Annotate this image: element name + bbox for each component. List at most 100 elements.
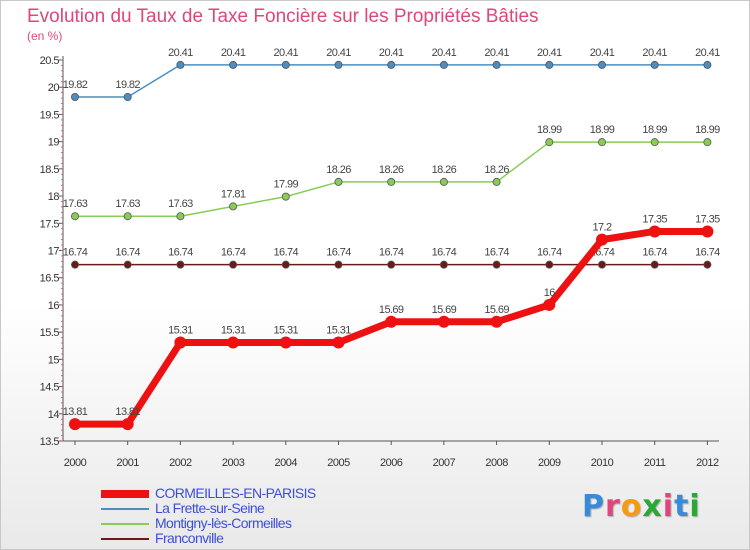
- data-label: 17.63: [115, 198, 140, 210]
- data-label: 18.26: [432, 164, 457, 176]
- chart-title: Evolution du Taux de Taxe Foncière sur l…: [27, 6, 539, 27]
- legend-label: La Frette-sur-Seine: [155, 500, 265, 516]
- logo-letter: i: [662, 489, 675, 524]
- x-tick-label: 2000: [64, 457, 87, 469]
- data-point: [123, 260, 132, 269]
- y-tick-label: 14: [48, 409, 60, 421]
- data-point: [490, 315, 503, 328]
- x-tick-label: 2009: [538, 457, 561, 469]
- data-point: [439, 260, 448, 269]
- data-label: 18.99: [537, 124, 562, 136]
- data-label: 16.74: [379, 247, 404, 259]
- data-label: 20.41: [274, 47, 299, 59]
- data-point: [229, 202, 238, 211]
- data-point: [545, 138, 554, 147]
- data-point: [279, 336, 292, 349]
- data-point: [176, 60, 185, 69]
- data-label: 16.74: [326, 247, 351, 259]
- data-label: 16.74: [695, 247, 720, 259]
- data-point: [334, 60, 343, 69]
- data-label: 20.41: [221, 47, 246, 59]
- data-point: [703, 60, 712, 69]
- data-point: [123, 212, 132, 221]
- data-label: 20.41: [695, 47, 720, 59]
- data-label: 15.69: [379, 304, 404, 316]
- data-point: [227, 336, 240, 349]
- x-tick-label: 2001: [116, 457, 139, 469]
- data-point: [437, 315, 450, 328]
- y-tick-label: 13.5: [40, 436, 60, 448]
- x-tick-label: 2011: [644, 457, 666, 469]
- x-tick-label: 2002: [169, 457, 192, 469]
- data-point: [598, 138, 607, 147]
- y-tick-label: 15: [48, 354, 60, 366]
- data-point: [545, 260, 554, 269]
- data-point: [387, 177, 396, 186]
- x-tick-label: 2003: [222, 457, 245, 469]
- data-point: [650, 60, 659, 69]
- data-point: [121, 418, 134, 431]
- data-label: 16.74: [642, 247, 667, 259]
- y-tick-label: 16.5: [40, 273, 60, 285]
- data-point: [281, 192, 290, 201]
- data-label: 18.26: [484, 164, 509, 176]
- x-tick-label: 2012: [696, 457, 719, 469]
- data-label: 18.26: [379, 164, 404, 176]
- data-label: 18.99: [590, 124, 615, 136]
- y-tick-label: 19: [48, 137, 60, 149]
- data-point: [543, 298, 556, 311]
- data-label: 16.74: [274, 247, 299, 259]
- data-label: 16.74: [63, 247, 88, 259]
- data-label: 15.31: [168, 324, 193, 336]
- proxiti-logo: Proxiti: [582, 489, 701, 524]
- data-point: [703, 138, 712, 147]
- data-point: [229, 260, 238, 269]
- data-label: 20.41: [590, 47, 615, 59]
- x-tick-label: 2007: [433, 457, 456, 469]
- data-point: [492, 60, 501, 69]
- data-point: [701, 225, 714, 238]
- data-point: [334, 177, 343, 186]
- x-tick-label: 2004: [275, 457, 298, 469]
- data-point: [387, 60, 396, 69]
- data-point: [123, 93, 132, 102]
- data-label: 18.99: [642, 124, 667, 136]
- y-tick-label: 15.5: [40, 327, 60, 339]
- legend-label: Montigny-lès-Cormeilles: [155, 515, 292, 531]
- data-label: 15.31: [221, 324, 246, 336]
- data-point: [650, 138, 659, 147]
- data-point: [334, 260, 343, 269]
- data-label: 13.81: [63, 406, 88, 418]
- data-label: 17.35: [642, 213, 667, 225]
- unit-label: (en %): [27, 29, 63, 43]
- data-label: 16.74: [221, 247, 246, 259]
- x-tick-label: 2010: [591, 457, 614, 469]
- x-tick-label: 2005: [327, 457, 350, 469]
- series-line: [74, 64, 709, 98]
- x-tick-label: 2008: [485, 457, 508, 469]
- data-point: [174, 336, 187, 349]
- data-label: 17.63: [168, 198, 193, 210]
- logo-letter: t: [674, 489, 690, 524]
- data-point: [596, 233, 608, 246]
- data-label: 15.31: [326, 324, 351, 336]
- y-tick-label: 20: [48, 82, 60, 94]
- data-point: [492, 260, 501, 269]
- data-point: [281, 60, 290, 69]
- data-label: 20.41: [537, 47, 562, 59]
- data-label: 16.74: [432, 247, 457, 259]
- data-label: 20.41: [484, 47, 509, 59]
- logo-letter: x: [642, 489, 663, 524]
- data-label: 17.2: [592, 222, 611, 234]
- data-label: 20.41: [432, 47, 457, 59]
- legend-swatch: [101, 538, 149, 540]
- y-tick-label: 19.5: [40, 109, 60, 121]
- data-label: 16.74: [115, 247, 140, 259]
- y-tick-label: 18: [48, 191, 60, 203]
- data-label: 16.74: [168, 247, 193, 259]
- data-point: [281, 260, 290, 269]
- data-label: 17.35: [695, 213, 720, 225]
- data-point: [229, 60, 238, 69]
- y-tick-label: 20.5: [40, 55, 60, 67]
